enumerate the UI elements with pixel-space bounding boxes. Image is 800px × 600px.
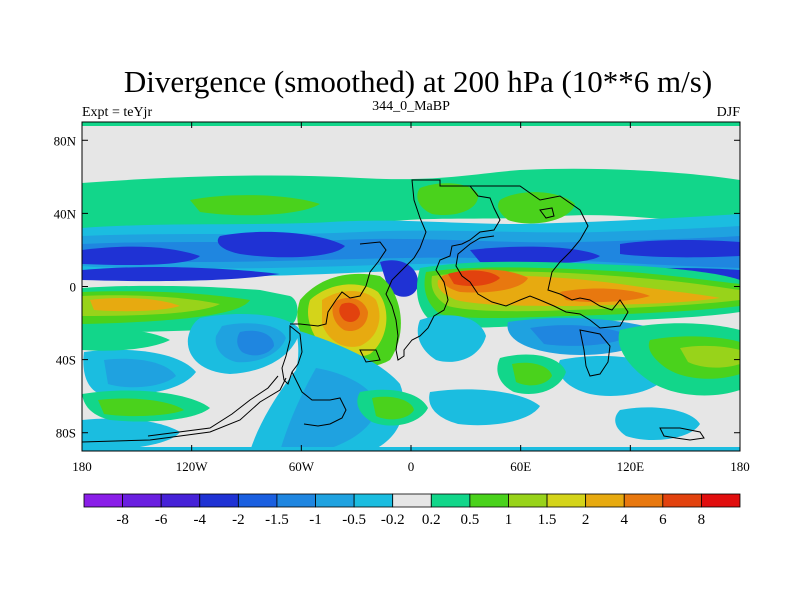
colorbar-swatch <box>276 493 316 508</box>
colorbar-swatch <box>160 493 201 508</box>
colorbar-label: -1.5 <box>265 512 289 528</box>
colorbar-label: 2 <box>582 512 590 528</box>
divergence-field <box>82 122 740 451</box>
colorbar-label: 0.2 <box>422 512 441 528</box>
contour-fill <box>217 231 345 258</box>
contour-fill <box>339 302 360 322</box>
contour-fill <box>190 195 320 216</box>
subtitle-right: DJF <box>717 105 741 120</box>
colorbar-swatch <box>623 493 664 508</box>
colorbar-label: -1 <box>309 512 322 528</box>
chart-title: Divergence (smoothed) at 200 hPa (10**6 … <box>124 64 712 99</box>
contour-fill <box>372 396 414 420</box>
colorbar-swatch <box>585 493 625 508</box>
x-tick-label: 180 <box>730 459 750 474</box>
colorbar-label: 0.5 <box>461 512 480 528</box>
colorbar-swatch <box>315 493 355 508</box>
x-tick-label: 60E <box>510 459 531 474</box>
colorbar-label: 4 <box>620 512 628 528</box>
contour-fill <box>498 192 575 224</box>
colorbar-swatch <box>353 493 394 508</box>
colorbar-swatch <box>83 493 123 508</box>
x-tick-label: 60W <box>289 459 315 474</box>
colorbar-label: -4 <box>194 512 207 528</box>
contour-fill <box>82 168 740 236</box>
colorbar-swatch <box>199 493 239 508</box>
contour-fill <box>680 345 740 368</box>
colorbar-label: -0.5 <box>342 512 366 528</box>
y-tick-label: 80S <box>56 426 76 441</box>
colorbar-label: -6 <box>155 512 168 528</box>
contour-fill <box>82 246 200 266</box>
contour-fill <box>615 407 700 440</box>
colorbar-label: -0.2 <box>381 512 405 528</box>
y-tick-label: 0 <box>70 280 77 295</box>
contour-fill <box>104 358 176 388</box>
subtitle-left: Expt = teYjr <box>82 105 152 120</box>
colorbar-swatch <box>662 493 702 508</box>
colorbar-swatch <box>392 493 432 508</box>
contour-fill <box>429 389 540 426</box>
colorbar-swatch <box>546 493 587 508</box>
colorbar-label: -8 <box>116 512 129 528</box>
contour-fill <box>98 398 184 417</box>
colorbar: -8 -6 -4 -2 -1.5 -1 -0.5 -0.2 0.2 0.5 1 1.5 2 4 6 8 <box>83 493 741 528</box>
x-tick-label: 120E <box>617 459 645 474</box>
colorbar-swatch <box>430 493 471 508</box>
colorbar-swatch <box>237 493 278 508</box>
axes: 180 120W 60W 0 60E 120E 180 80N 40N 0 40S 80S <box>54 122 750 474</box>
subtitle-center: 344_0_MaBP <box>372 99 450 114</box>
x-tick-label: 0 <box>408 459 415 474</box>
contour-fill <box>82 418 180 451</box>
colorbar-swatch <box>469 493 509 508</box>
contour-fill <box>512 362 552 386</box>
contour-fill <box>90 298 180 312</box>
contour-fill <box>237 330 274 356</box>
x-tick-label: 180 <box>72 459 92 474</box>
colorbar-swatch <box>701 493 741 508</box>
colorbar-swatch <box>508 493 548 508</box>
colorbar-label: 6 <box>659 512 667 528</box>
colorbar-swatch <box>122 493 162 508</box>
colorbar-label: -2 <box>232 512 245 528</box>
contour-fill <box>417 315 486 362</box>
continent-outlines <box>82 179 705 443</box>
colorbar-label: 1 <box>505 512 513 528</box>
contour-fill <box>280 368 378 451</box>
colorbar-label: 8 <box>698 512 706 528</box>
y-tick-label: 40S <box>56 353 76 368</box>
contour-fill <box>620 240 740 258</box>
contour-fill <box>417 183 479 216</box>
y-tick-label: 80N <box>54 133 77 148</box>
contour-fill <box>470 246 600 264</box>
colorbar-label: 1.5 <box>538 512 557 528</box>
x-tick-label: 120W <box>176 459 209 474</box>
contour-fill <box>82 267 280 282</box>
contour-fill <box>82 328 170 351</box>
y-tick-label: 40N <box>54 206 77 221</box>
